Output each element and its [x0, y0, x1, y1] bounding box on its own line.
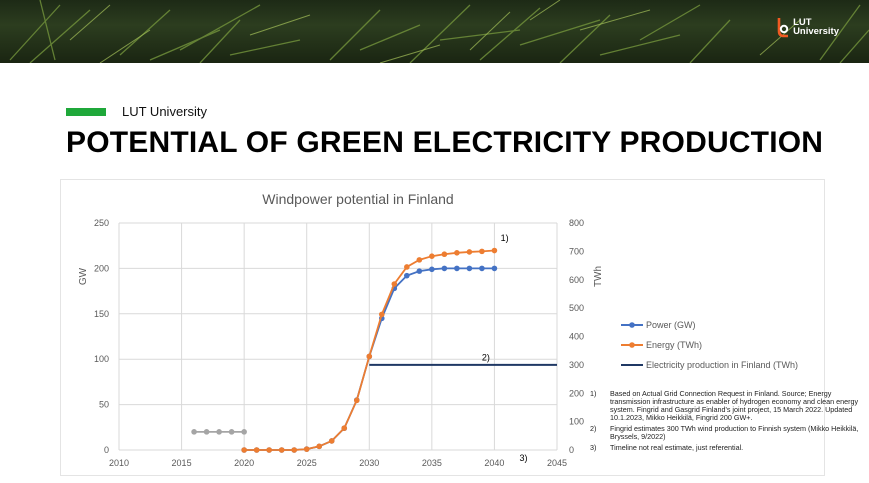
footnote-number: 2) [590, 424, 597, 433]
series-point-2 [429, 253, 435, 259]
y-tick-label: 0 [104, 445, 109, 455]
y2-tick-label: 100 [569, 417, 584, 427]
y2-tick-label: 700 [569, 246, 584, 256]
y2-tick-label: 800 [569, 218, 584, 228]
series-point-1 [429, 266, 435, 273]
series-point-2 [416, 257, 423, 263]
lut-logo-icon [777, 18, 789, 38]
chart-title: Windpower potential in Finland [262, 191, 453, 207]
series-point-2 [379, 311, 385, 318]
windpower-chart: Windpower potential in Finland 0 50 100 150 2… [78, 191, 798, 468]
y-tick-label: 50 [99, 400, 109, 410]
y2-tick-label: 0 [569, 445, 574, 455]
series-point-4 [216, 429, 222, 435]
footnote-3: 3) Timeline not real estimate, just refe… [590, 444, 865, 452]
footnote-number: 1) [590, 389, 597, 398]
series-point-4 [228, 429, 235, 435]
series-point-4 [241, 429, 247, 435]
series-point-2 [366, 353, 373, 360]
legend-label: Power (GW) [646, 320, 696, 330]
pine-branch-image [9, 0, 869, 63]
legend-swatch-marker [629, 342, 635, 348]
chart-annotation: 2) [482, 353, 490, 363]
x-tick-label: 2020 [234, 458, 254, 468]
y-tick-label: 250 [94, 218, 109, 228]
x-tick-label: 2040 [484, 458, 504, 468]
x-tick-label: 2015 [172, 458, 192, 468]
x-tick-label: 2045 [547, 458, 567, 468]
chart-annotation: 1) [501, 233, 509, 243]
y-tick-label: 150 [94, 309, 109, 319]
footnote-1: 1) Based on Actual Grid Connection Reque… [590, 390, 865, 422]
x-tick-label: 2025 [297, 458, 317, 468]
lut-logo: LUT University [775, 16, 839, 38]
series-point-2 [391, 281, 398, 287]
y-axis-label: GW [78, 267, 89, 285]
footnote-number: 3) [590, 443, 597, 452]
y2-tick-label: 400 [569, 332, 584, 342]
series-point-1 [479, 265, 485, 272]
series-point-2 [241, 447, 247, 453]
y-tick-label: 200 [94, 263, 109, 273]
series-point-2 [454, 249, 460, 256]
series-point-4 [203, 429, 210, 435]
footnotes: 1) Based on Actual Grid Connection Reque… [590, 390, 865, 455]
series-point-1 [404, 272, 410, 279]
y2-axis-label: TWh [593, 266, 604, 287]
y-tick-label: 100 [94, 354, 109, 364]
series-point-2 [466, 249, 473, 255]
series-point-2 [479, 248, 485, 255]
legend-label: Electricity production in Finland (TWh) [646, 360, 798, 370]
legend-label: Energy (TWh) [646, 340, 702, 350]
brand-label: LUT University [122, 104, 208, 119]
footnote-text: Fingrid estimates 300 TWh wind productio… [610, 424, 859, 441]
chart-panel: Windpower potential in Finland 0 50 100 150 2… [60, 179, 825, 476]
x-tick-label: 2030 [359, 458, 379, 468]
series-point-2 [353, 397, 360, 404]
series-point-2 [441, 251, 448, 258]
page-title: POTENTIAL OF GREEN ELECTRICITY PRODUCTIO… [66, 126, 824, 159]
series-point-2 [303, 446, 310, 452]
series-point-1 [491, 265, 498, 272]
footnote-text: Based on Actual Grid Connection Request … [610, 389, 859, 422]
series-point-1 [441, 265, 448, 272]
series-point-1 [454, 265, 460, 272]
series-point-4 [191, 429, 197, 435]
y2-tick-label: 200 [569, 388, 584, 398]
series-point-2 [266, 447, 272, 453]
series-point-2 [404, 264, 410, 270]
header-banner: LUT University [0, 0, 869, 63]
footnote-2: 2) Fingrid estimates 300 TWh wind produc… [590, 425, 865, 441]
series-point-2 [291, 447, 297, 453]
logo-text: LUT University [793, 17, 839, 37]
x-tick-label: 2035 [422, 458, 442, 468]
series-point-2 [328, 438, 335, 444]
accent-bar [66, 108, 106, 116]
y2-tick-label: 300 [569, 360, 584, 370]
series-point-2 [341, 425, 348, 431]
series-point-1 [466, 265, 473, 272]
footnote-text: Timeline not real estimate, just referen… [610, 443, 744, 452]
y2-tick-label: 500 [569, 303, 584, 313]
series-point-2 [278, 447, 285, 453]
series-point-2 [316, 443, 323, 450]
y2-tick-label: 600 [569, 275, 584, 285]
legend-swatch-marker [629, 322, 635, 328]
series-point-1 [416, 268, 423, 274]
x-tick-label: 2010 [109, 458, 129, 468]
series-point-2 [491, 247, 498, 254]
series-point-2 [253, 447, 260, 453]
chart-annotation: 3) [519, 453, 527, 463]
